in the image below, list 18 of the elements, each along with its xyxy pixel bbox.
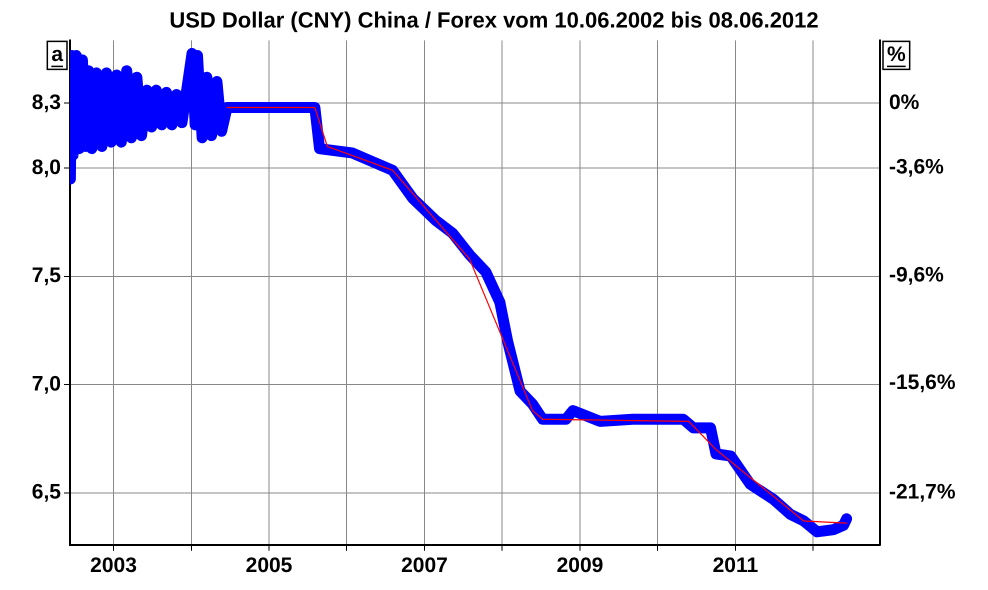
y2-tick-label: -21,7%: [889, 480, 956, 504]
x-tick-label: 2009: [556, 554, 604, 578]
y2-tick-label: -15,6%: [889, 371, 956, 394]
x-tick-label: 2007: [401, 554, 448, 578]
chart-title: USD Dollar (CNY) China / Forex vom 10.06.2002 bis 08.06.2012: [169, 7, 819, 32]
y-tick-label: 7,0: [32, 372, 61, 396]
y-tick-label: 7,5: [32, 264, 62, 288]
y-axis-title: a: [51, 43, 64, 66]
y2-axis-title: %: [886, 43, 906, 66]
y2-tick-label: 0%: [889, 91, 920, 114]
y-tick-label: 8,3: [32, 90, 61, 114]
x-tick-label: 2003: [90, 554, 137, 578]
y2-tick-label: -3,6%: [889, 156, 944, 179]
y2-tick-label: -9,6%: [889, 263, 944, 286]
y-tick-label: 8,0: [32, 156, 61, 179]
y-tick-label: 6,5: [32, 480, 62, 504]
x-tick-label: 2005: [246, 554, 293, 578]
x-tick-label: 2011: [712, 554, 759, 578]
